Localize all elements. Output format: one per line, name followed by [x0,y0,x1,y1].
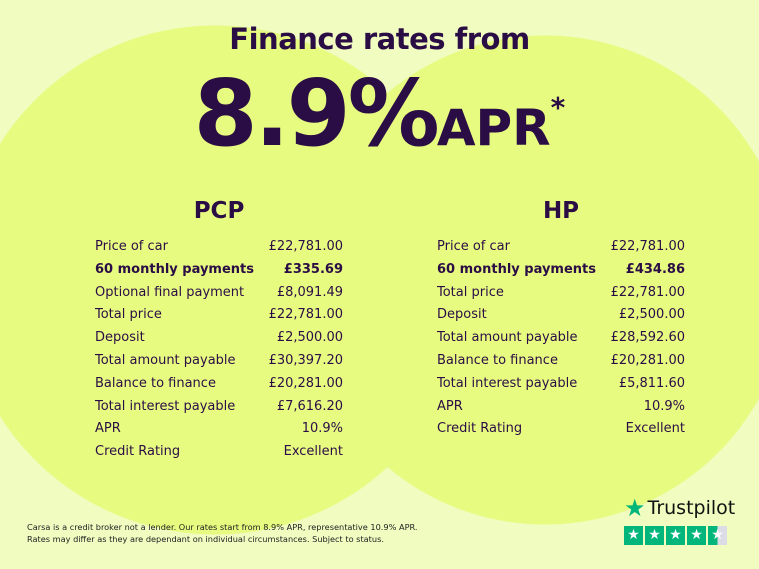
row-value: 10.9% [301,421,343,437]
row-label: 60 monthly payments [95,261,254,277]
table-row: Balance to finance £20,281.00 [95,373,343,396]
row-value: £335.69 [283,261,343,277]
row-value: £7,616.20 [276,398,343,414]
row-label: Credit Rating [95,444,181,460]
row-value: £20,281.00 [610,352,685,368]
row-value: 10.9% [643,398,685,414]
row-value: £2,500.00 [618,307,685,323]
row-label: Price of car [437,239,510,254]
row-label: Total price [95,307,162,323]
row-value: Excellent [625,421,685,437]
table-row: Total interest payable £7,616.20 [95,396,343,419]
table-row: APR 10.9% [95,418,343,441]
rating-star-icon: ★ [645,526,664,545]
table-row: Total price £22,781.00 [95,304,343,327]
table-row: 60 monthly payments £335.69 [95,259,343,282]
disclaimer-line: Carsa is a credit broker not a lender. O… [27,522,418,532]
row-label: APR [437,398,463,414]
trustpilot-badge[interactable]: ★ Trustpilot ★ ★ ★ ★ ★ [624,494,735,545]
table-row: Price of car £22,781.00 [95,236,343,259]
row-value: £22,781.00 [268,307,343,323]
row-label: Credit Rating [437,421,523,437]
row-label: Total interest payable [95,398,236,414]
table-row: Total amount payable £30,397.20 [95,350,343,373]
row-label: Total amount payable [95,352,236,368]
row-value: £30,397.20 [268,352,343,368]
row-value: £22,781.00 [610,284,685,300]
table-row: Price of car £22,781.00 [437,236,685,259]
table-row: Total interest payable £5,811.60 [437,373,685,396]
rating-star-icon: ★ [708,526,727,545]
disclaimer-line: Rates may differ as they are dependant o… [27,534,384,544]
rate-value: 8.9% [193,60,440,167]
row-label: Price of car [95,239,168,254]
table-row: Total price £22,781.00 [437,282,685,305]
pcp-table: PCP Price of car £22,781.00 60 monthly pay… [95,198,343,464]
table-row: Deposit £2,500.00 [437,304,685,327]
row-label: Total price [437,284,504,300]
rating-star-icon: ★ [666,526,685,545]
row-label: Deposit [95,330,145,346]
row-label: 60 monthly payments [437,261,596,277]
table-row: Deposit £2,500.00 [95,327,343,350]
headline-rate: 8.9%APR* [0,60,759,167]
disclaimer: Carsa is a credit broker not a lender. O… [27,521,418,545]
hp-heading: HP [542,198,580,224]
row-value: £22,781.00 [268,239,343,254]
table-row: APR 10.9% [437,396,685,419]
table-row: Credit Rating Excellent [437,418,685,441]
hp-table: HP Price of car £22,781.00 60 monthly paym… [437,198,685,441]
row-label: Optional final payment [95,284,245,300]
row-value: £8,091.49 [276,284,343,300]
row-value: Excellent [283,444,343,460]
rate-suffix: APR [436,99,551,157]
rating-star-icon: ★ [624,526,643,545]
table-row: Credit Rating Excellent [95,441,343,464]
row-value: £28,592.60 [610,330,685,346]
row-value: £5,811.60 [618,375,685,391]
row-value: £434.86 [625,261,685,277]
rating-star-icon: ★ [687,526,706,545]
row-label: APR [95,421,121,437]
star-icon: ★ [624,494,646,522]
table-row: 60 monthly payments £434.86 [437,259,685,282]
row-value: £20,281.00 [268,375,343,391]
table-row: Balance to finance £20,281.00 [437,350,685,373]
trustpilot-rating: ★ ★ ★ ★ ★ [624,526,735,545]
row-label: Balance to finance [437,352,558,368]
row-label: Deposit [437,307,487,323]
row-label: Balance to finance [95,375,216,391]
asterisk: * [550,91,566,124]
row-value: £2,500.00 [276,330,343,346]
pcp-heading: PCP [193,198,245,224]
row-label: Total interest payable [437,375,578,391]
trustpilot-name: Trustpilot [647,497,736,519]
page-title: Finance rates from [229,22,530,56]
table-row: Total amount payable £28,592.60 [437,327,685,350]
table-row: Optional final payment £8,091.49 [95,282,343,305]
row-label: Total amount payable [437,330,578,346]
row-value: £22,781.00 [610,239,685,254]
